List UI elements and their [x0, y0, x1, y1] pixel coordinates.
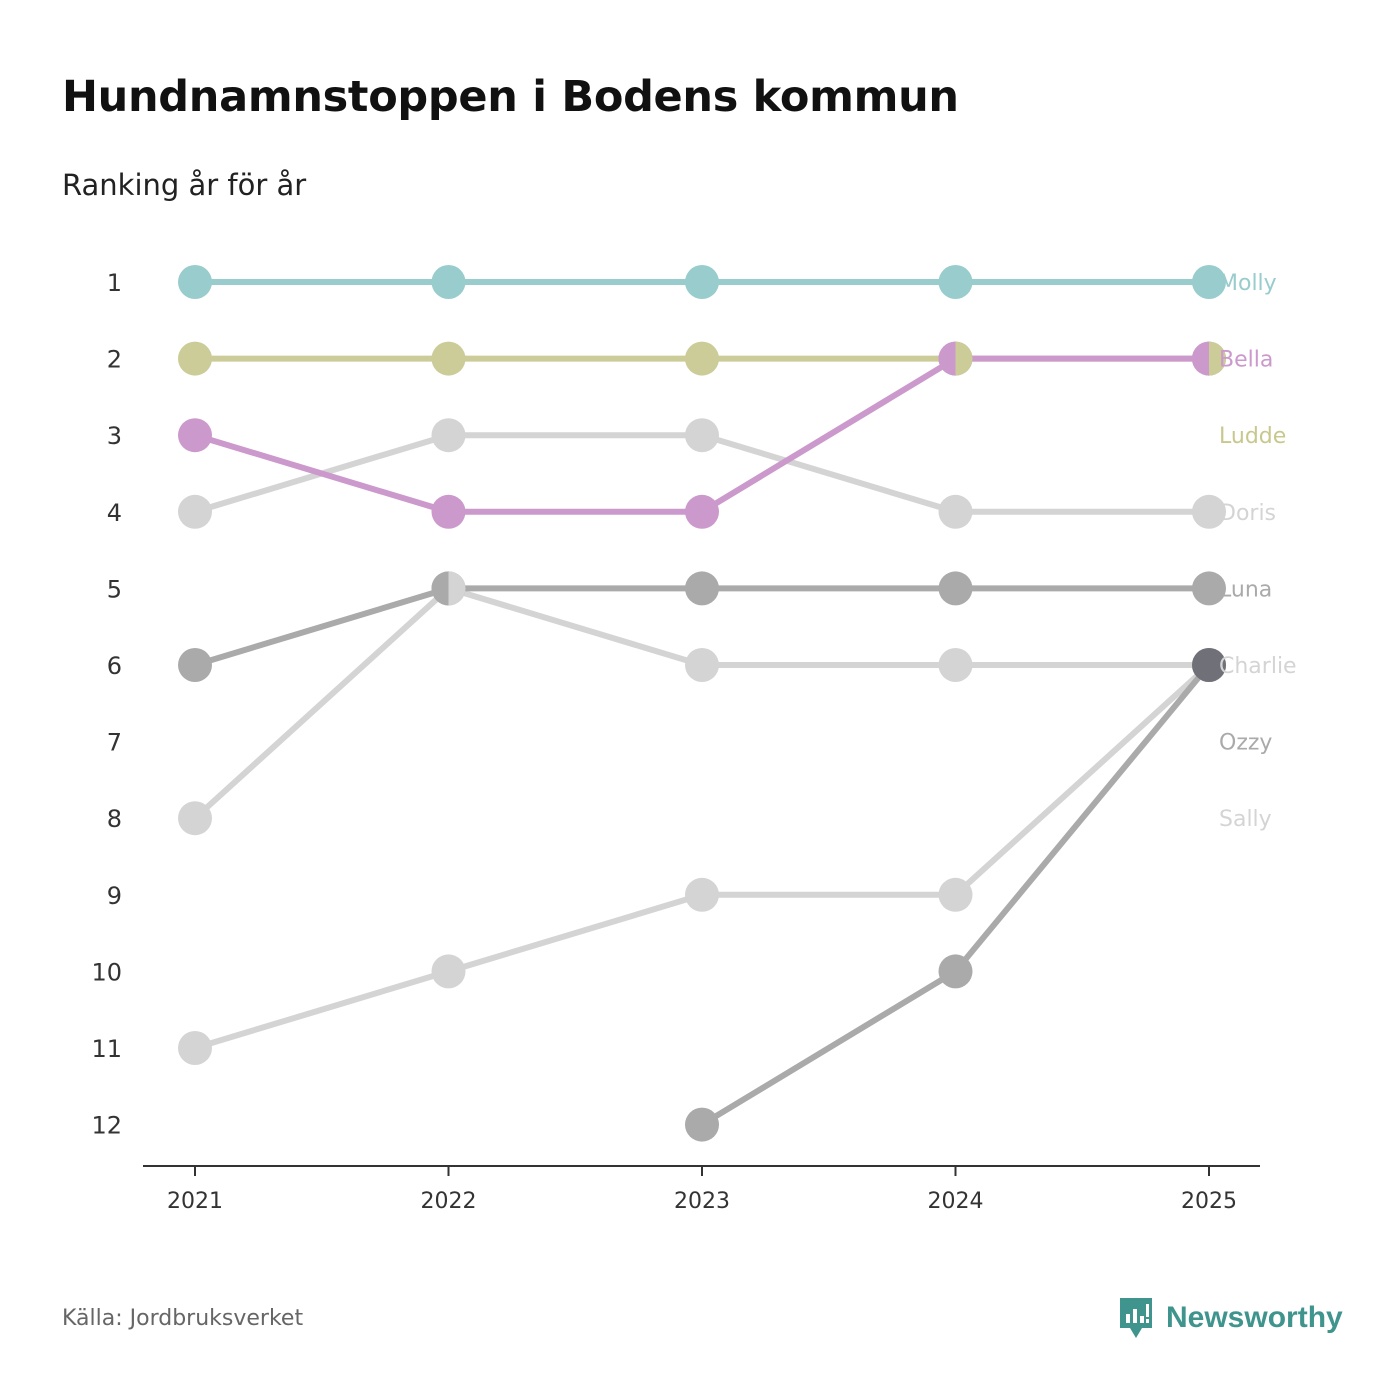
dot-ozzy-2024 — [938, 954, 973, 989]
split-dot-right-charlie-2022 — [448, 571, 466, 606]
split-dot-left-bella-2024 — [938, 341, 956, 376]
dot-bella-2023 — [685, 494, 719, 529]
dot-charlie-2023 — [685, 648, 719, 682]
dot-luna-2025 — [1192, 571, 1226, 606]
y-tick-label-12: 12 — [91, 1112, 122, 1140]
x-tick-label-2025: 2025 — [1181, 1189, 1237, 1214]
dot-doris-2021 — [178, 494, 212, 529]
end-label-doris: Doris — [1219, 501, 1276, 526]
dot-sally-2023 — [685, 877, 719, 912]
y-tick-label-11: 11 — [91, 1035, 122, 1063]
x-tick-label-2024: 2024 — [928, 1189, 984, 1214]
dot-molly-2023 — [685, 265, 719, 299]
dot-bella-2022 — [431, 494, 466, 529]
brand-logo-link[interactable]: Newsworthy — [1118, 1296, 1343, 1340]
dot-doris-2025 — [1192, 494, 1226, 529]
split-dot-right-ludde-2024 — [955, 341, 973, 376]
chart-subtitle: Ranking år för år — [62, 168, 307, 202]
end-label-bella: Bella — [1219, 348, 1273, 373]
end-label-ludde: Ludde — [1219, 424, 1286, 449]
x-tick-label-2023: 2023 — [674, 1189, 730, 1214]
dot-luna-2023 — [685, 571, 719, 606]
newsworthy-logo-icon — [1120, 1298, 1152, 1338]
brand-name: Newsworthy — [1166, 1301, 1343, 1334]
dot-ludde-2021 — [178, 341, 212, 376]
dot-sally-2022 — [431, 954, 466, 989]
dot-charlie-2024 — [938, 648, 973, 682]
y-tick-label-4: 4 — [107, 499, 122, 527]
dot-doris-2023 — [685, 418, 719, 453]
y-tick-label-2: 2 — [107, 346, 122, 374]
chart-title: Hundnamnstoppen i Bodens kommun — [62, 72, 959, 122]
dot-molly-2022 — [431, 265, 466, 299]
x-tick-label-2022: 2022 — [421, 1189, 477, 1214]
series-lines — [192, 279, 1212, 1128]
y-tick-label-10: 10 — [91, 958, 122, 986]
split-dot-right-ludde-2025 — [1209, 341, 1226, 376]
dot-doris-2022 — [431, 418, 466, 453]
dot-molly-2024 — [938, 265, 973, 299]
overlap-dot-2025-rank-6 — [1192, 648, 1226, 682]
y-tick-label-9: 9 — [107, 882, 122, 910]
dot-sally-2021 — [178, 1031, 212, 1065]
dot-bella-2021 — [178, 418, 212, 453]
dot-molly-2021 — [178, 265, 212, 299]
end-label-luna: Luna — [1219, 577, 1272, 602]
y-tick-label-8: 8 — [107, 805, 122, 833]
split-dot-left-luna-2022 — [431, 571, 449, 606]
y-tick-label-6: 6 — [107, 652, 122, 680]
dot-doris-2024 — [938, 494, 973, 529]
series-line-sally — [192, 662, 1212, 1051]
series-markers — [178, 265, 1226, 1142]
end-label-charlie: Charlie — [1219, 654, 1297, 679]
dot-ludde-2022 — [431, 341, 466, 376]
y-tick-label-5: 5 — [107, 575, 122, 603]
y-tick-label-7: 7 — [107, 729, 122, 757]
series-end-labels: Molly Bella Ludde Doris Luna Charlie Ozzy Sally — [1219, 271, 1297, 832]
x-tick-label-2021: 2021 — [167, 1189, 223, 1214]
source-note: Källa: Jordbruksverket — [62, 1306, 304, 1331]
end-label-sally: Sally — [1219, 807, 1272, 832]
y-tick-label-3: 3 — [107, 422, 122, 450]
dot-luna-2021 — [178, 648, 212, 682]
series-line-charlie — [192, 585, 1212, 822]
end-label-molly: Molly — [1219, 271, 1277, 296]
split-dot-left-bella-2025 — [1192, 341, 1209, 376]
dot-luna-2024 — [938, 571, 973, 606]
dot-molly-2025 — [1192, 265, 1226, 299]
dot-ludde-2023 — [685, 341, 719, 376]
dot-ozzy-2023 — [685, 1107, 719, 1142]
dot-charlie-2021 — [178, 801, 212, 836]
end-label-ozzy: Ozzy — [1219, 731, 1272, 756]
y-tick-label-1: 1 — [107, 269, 122, 297]
dot-sally-2024 — [938, 877, 973, 912]
x-axis: 2021 2022 2023 2024 2025 — [143, 1165, 1260, 1214]
